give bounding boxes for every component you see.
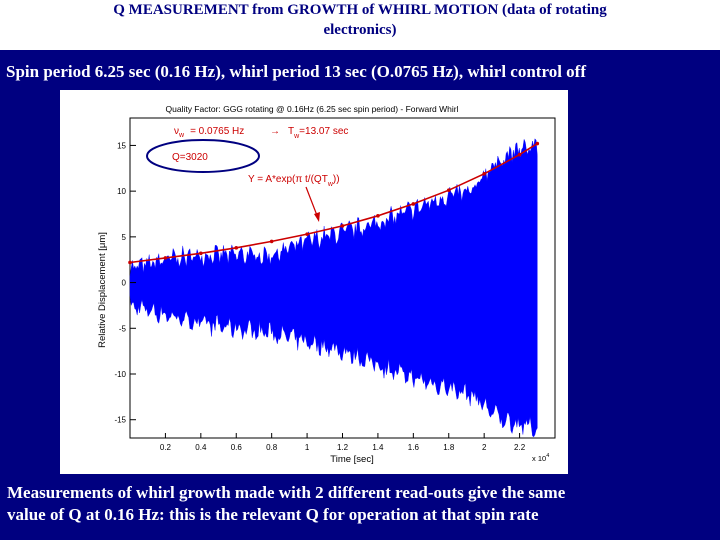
slide-title: Q MEASUREMENT from GROWTH of WHIRL MOTIO… [0,0,720,50]
fit-markers [128,141,540,265]
fit-marker [340,224,345,228]
fit-marker [517,152,522,157]
fit-marker [234,246,239,250]
y-tick-label: -10 [114,370,126,379]
y-tick-label: 0 [122,279,127,288]
fit-marker [535,141,540,146]
x-tick-label: 1.6 [408,443,420,452]
x-tick-label: 2 [482,443,487,452]
caption-line2: value of Q at 0.16 Hz: this is the relev… [7,505,539,524]
y-tick-label: -5 [119,324,127,333]
x-multiplier: x 104 [532,453,549,463]
fit-marker [305,232,309,236]
formula-pointer-arrowhead [314,212,320,222]
y-axis-label: Relative Displacement [μm] [97,232,108,348]
annotation-whirl-period: Tw=13.07 sec [288,126,348,140]
fit-marker [199,251,203,256]
annotation-q-value: Q=3020 [172,152,208,163]
q-value-highlight-ellipse [146,139,260,173]
fit-annotations: νw = 0.0765 Hz → Tw=13.07 sec Q=3020 Y = … [146,126,348,222]
fit-marker [376,214,380,218]
y-tick-label: 10 [117,187,126,196]
formula-pointer-line [305,186,319,219]
x-tick-label: 1.2 [337,443,349,452]
x-axis: 0.2 0.4 0.6 0.8 1 1.2 1.4 1.6 1.8 2 2.2 [160,433,526,452]
y-tick-label: 5 [122,233,127,242]
y-tick-label: -15 [114,416,126,425]
plot-area [128,117,556,439]
x-tick-label: 0.6 [231,443,243,452]
y-axis: 15 10 5 0 -5 -10 -15 [114,141,136,425]
annotation-fit-formula: Y = A*exp(π t/(QTw)) [248,174,340,188]
x-tick-label: 0.8 [266,443,278,452]
chart-title: Quality Factor: GGG rotating @ 0.16Hz (6… [165,104,458,114]
fit-marker [163,256,168,260]
y-tick-label: 15 [117,141,126,150]
x-tick-label: 1.8 [443,443,455,452]
annotation-whirl-frequency: νw = 0.0765 Hz [174,126,244,139]
x-tick-label: 0.4 [195,443,207,452]
chart-figure: Quality Factor: GGG rotating @ 0.16Hz (6… [60,90,568,474]
x-axis-label: Time [sec] [330,454,373,465]
fit-marker [482,171,486,176]
x-tick-label: 1.4 [372,443,384,452]
slide-caption: Measurements of whirl growth made with 2… [7,482,715,526]
caption-line1: Measurements of whirl growth made with 2… [7,483,566,502]
annotation-arrow: → [270,126,280,137]
slide-subtitle: Spin period 6.25 sec (0.16 Hz), whirl pe… [6,62,586,81]
fit-marker [446,188,451,193]
whirl-signal [129,138,538,438]
x-tick-label: 0.2 [160,443,172,452]
chart-svg: Quality Factor: GGG rotating @ 0.16Hz (6… [97,104,556,465]
x-tick-label: 1 [305,443,310,452]
fit-marker [269,239,274,244]
slide-title-line2: electronics) [323,22,397,38]
slide-title-line1: Q MEASUREMENT from GROWTH of WHIRL MOTIO… [113,2,607,18]
fit-marker [128,260,132,265]
fit-marker [411,202,416,206]
x-tick-label: 2.2 [514,443,526,452]
